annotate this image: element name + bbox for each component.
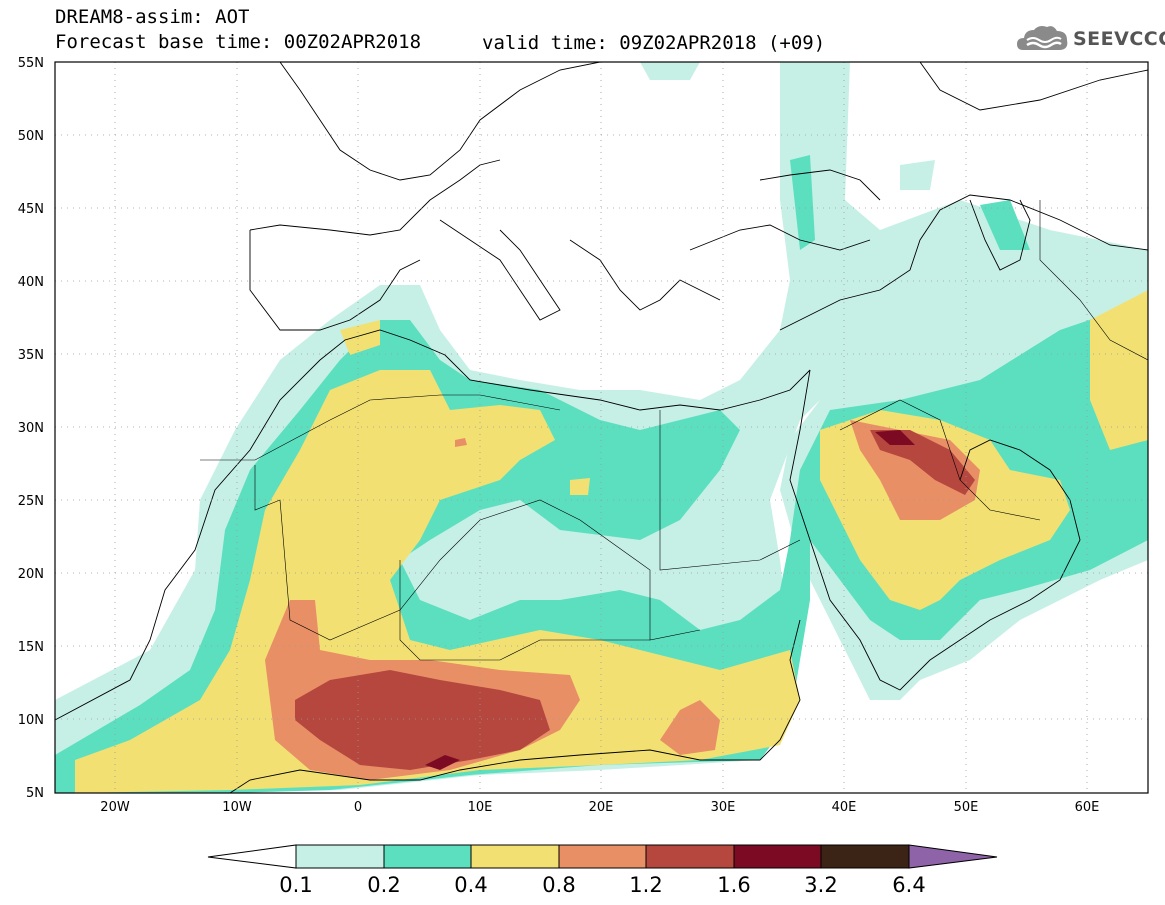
aot-field — [55, 62, 1148, 793]
seevccc-logo: SEEVCCC — [1015, 22, 1165, 58]
colorbar-label: 1.6 — [717, 873, 750, 897]
logo-text: SEEVCCC — [1073, 28, 1165, 50]
colorbar-swatch — [820, 844, 910, 869]
lon-label: 20E — [589, 800, 614, 815]
forecast-base-time: Forecast base time: 00Z02APR2018 — [55, 31, 422, 53]
lon-label: 50E — [954, 800, 979, 815]
lon-label: 60E — [1075, 800, 1100, 815]
coastlines — [55, 62, 1148, 793]
lat-label: 35N — [18, 348, 44, 363]
colorbar-low-arrow — [207, 844, 297, 869]
lat-label: 5N — [26, 786, 44, 801]
longitude-labels: 20W 10W 0 10E 20E 30E 40E 50E 60E — [100, 800, 1099, 815]
lat-label: 20N — [18, 567, 44, 582]
lat-label: 55N — [18, 56, 44, 71]
borders — [200, 200, 1148, 661]
lat-label: 25N — [18, 494, 44, 509]
lat-label: 15N — [18, 640, 44, 655]
colorbar-label: 1.2 — [629, 873, 662, 897]
colorbar-label: 0.1 — [279, 873, 312, 897]
lon-label: 0 — [354, 800, 362, 815]
lat-label: 50N — [18, 129, 44, 144]
lat-label: 40N — [18, 275, 44, 290]
colorbar-swatch — [470, 844, 560, 869]
aot-level-1.6 — [425, 430, 915, 770]
cloud-icon — [1017, 26, 1068, 50]
colorbar-high-arrow — [908, 844, 998, 869]
colorbar — [207, 844, 998, 869]
lon-label: 20W — [100, 800, 130, 815]
lat-label: 45N — [18, 202, 44, 217]
colorbar-swatch — [558, 844, 647, 869]
lon-label: 10E — [468, 800, 493, 815]
lon-label: 10W — [222, 800, 252, 815]
colorbar-label: 3.2 — [804, 873, 837, 897]
colorbar-labels: 0.1 0.2 0.4 0.8 1.2 1.6 3.2 6.4 — [279, 873, 925, 897]
gridlines — [55, 62, 1148, 793]
lon-label: 30E — [711, 800, 736, 815]
aot-level-1.2 — [295, 430, 975, 770]
valid-time: valid time: 09Z02APR2018 (+09) — [482, 32, 826, 54]
colorbar-label: 0.8 — [542, 873, 575, 897]
colorbar-swatch — [645, 844, 735, 869]
map-frame — [54, 61, 1149, 794]
colorbar-swatch — [733, 844, 822, 869]
lat-label: 30N — [18, 421, 44, 436]
colorbar-label: 0.4 — [454, 873, 487, 897]
lon-label: 40E — [832, 800, 857, 815]
map-title: DREAM8-assim: AOT — [55, 6, 250, 28]
colorbar-swatch — [295, 844, 385, 869]
lat-label: 10N — [18, 713, 44, 728]
colorbar-swatch — [383, 844, 472, 869]
latitude-labels: 55N 50N 45N 40N 35N 30N 25N 20N 15N 10N … — [18, 56, 44, 801]
colorbar-label: 0.2 — [367, 873, 400, 897]
colorbar-label: 6.4 — [892, 873, 925, 897]
